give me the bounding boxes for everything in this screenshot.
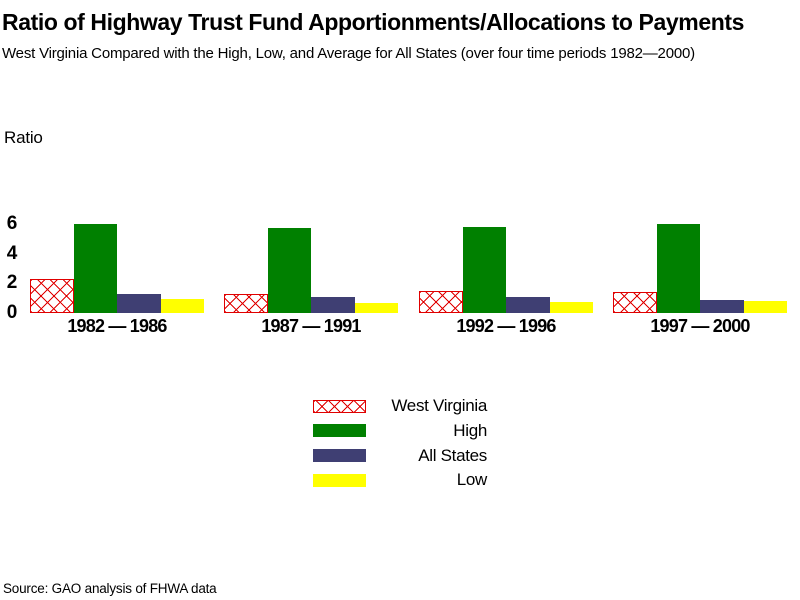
bar-low xyxy=(354,303,398,313)
x-axis-label: 1992 — 1996 xyxy=(456,316,556,336)
legend-swatch-west-virginia xyxy=(313,399,366,413)
legend-label-west-virginia: West Virginia xyxy=(391,396,487,415)
legend-swatch-high xyxy=(313,424,366,438)
source-note: Source: GAO analysis of FHWA data xyxy=(3,581,217,596)
legend-label-low: Low xyxy=(456,470,488,490)
legend-item-low: Low xyxy=(313,470,488,490)
bar-low xyxy=(743,301,787,313)
legend-item-high: High xyxy=(313,420,487,440)
bar-low xyxy=(549,301,593,313)
bar-all-states xyxy=(117,293,161,313)
chart-subtitle: West Virginia Compared with the High, Lo… xyxy=(2,45,695,62)
legend-label-all-states: All States xyxy=(418,445,487,465)
legend-swatch-all-states xyxy=(313,449,366,463)
bar-all-states xyxy=(311,297,355,313)
y-tick-label-0: 0 xyxy=(6,302,18,323)
bar-group-3 xyxy=(419,226,593,313)
y-tick-label-6: 6 xyxy=(6,213,18,234)
bar-all-states xyxy=(506,297,550,313)
legend-item-all-states: All States xyxy=(313,445,487,465)
bar-high xyxy=(656,224,700,313)
bar-low xyxy=(160,298,204,313)
chart-title: Ratio of Highway Trust Fund Apportionmen… xyxy=(2,9,745,35)
bar-group-4 xyxy=(613,224,787,313)
legend-swatch-low xyxy=(313,473,366,487)
legend-label-high: High xyxy=(453,420,487,440)
bar-all-states xyxy=(700,299,744,313)
bar-west-virginia xyxy=(224,293,268,313)
bar-west-virginia xyxy=(613,291,657,313)
bar-west-virginia xyxy=(419,290,463,313)
legend-item-west-virginia: West Virginia xyxy=(313,396,487,415)
bar-high xyxy=(73,224,117,313)
x-axis-label: 1987 — 1991 xyxy=(261,316,361,336)
y-tick-label-4: 4 xyxy=(6,242,18,264)
bar-high xyxy=(267,228,311,313)
x-axis-label: 1997 — 2000 xyxy=(650,316,750,336)
y-tick-label-2: 2 xyxy=(6,272,18,294)
bar-high xyxy=(462,226,506,313)
y-axis-title: Ratio xyxy=(4,128,43,147)
bar-west-virginia xyxy=(30,278,74,313)
bar-group-2 xyxy=(224,228,398,313)
bar-group-1 xyxy=(30,224,204,313)
x-axis-label: 1982 — 1986 xyxy=(67,316,167,336)
